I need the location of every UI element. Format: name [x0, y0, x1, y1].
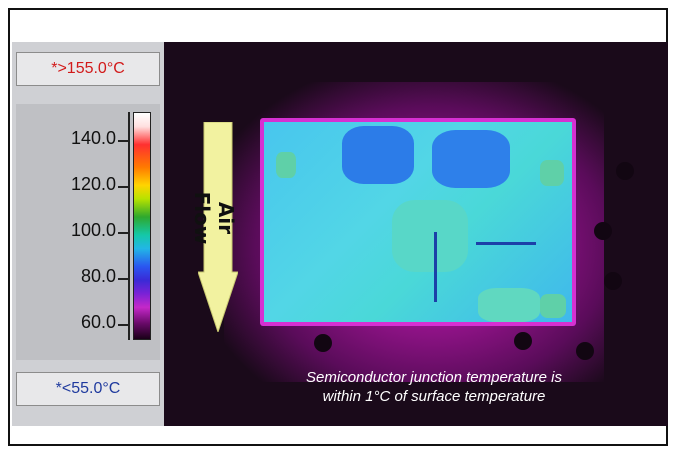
mounting-hole	[514, 332, 532, 350]
tick-mark	[118, 324, 128, 326]
scale-axis	[128, 112, 130, 340]
warm-region	[540, 294, 566, 318]
thermal-image: Air Flow Semiconductor junction temperat…	[164, 42, 668, 426]
caption-line: within 1°C of surface temperature	[322, 388, 546, 405]
air-flow-label: Air Flow	[190, 191, 238, 245]
board-surface	[264, 122, 572, 322]
tick-label: 60.0	[80, 312, 116, 332]
tick-mark	[118, 186, 128, 188]
mounting-hole	[314, 334, 332, 352]
hot-component	[432, 130, 510, 188]
trace	[476, 242, 536, 245]
mounting-hole	[576, 342, 594, 360]
mounting-hole	[594, 222, 612, 240]
mounting-hole	[616, 162, 634, 180]
tick-label: 140.0	[70, 128, 116, 148]
mounting-hole	[604, 272, 622, 290]
caption-line: Semiconductor junction temperature is	[306, 369, 562, 386]
tick-label: 100.0	[70, 220, 116, 240]
min-temperature-label: *<55.0°C	[55, 380, 121, 397]
warm-region	[276, 152, 296, 178]
air-flow-arrow-icon	[198, 122, 238, 332]
hot-component	[342, 126, 414, 184]
color-bar	[133, 112, 151, 340]
circuit-board	[260, 118, 576, 326]
warm-region	[478, 288, 540, 322]
tick-mark	[118, 140, 128, 142]
tick-label: 120.0	[70, 174, 116, 194]
max-temperature-label: *>155.0°C	[51, 60, 125, 77]
max-temperature-box: *>155.0°C	[16, 52, 160, 86]
trace	[434, 232, 437, 302]
warm-region	[540, 160, 564, 186]
temperature-scale-panel: *>155.0°C 140.0 120.0 100.0 80.0 60.0 *<…	[12, 42, 164, 426]
image-caption: Semiconductor junction temperature is wi…	[254, 368, 614, 406]
tick-label: 80.0	[80, 266, 116, 286]
min-temperature-box: *<55.0°C	[16, 372, 160, 406]
warm-region	[392, 200, 468, 272]
tick-mark	[118, 278, 128, 280]
tick-mark	[118, 232, 128, 234]
